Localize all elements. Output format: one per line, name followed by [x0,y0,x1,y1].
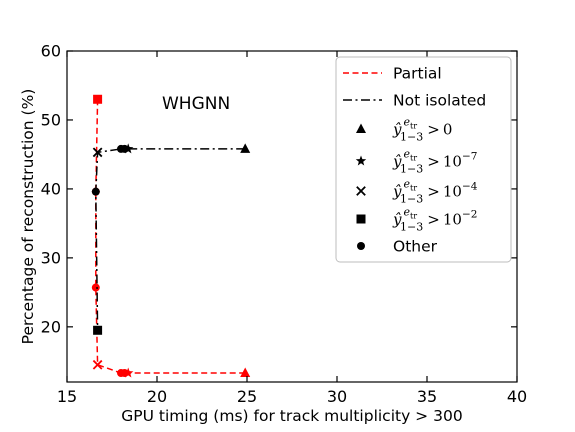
x-tick-label: 35 [417,387,437,406]
legend-entry: ŷ etr 1−3 >0 [356,116,452,144]
legend-label: ŷ etr 1−3 >10−2 [392,206,477,234]
legend-label: ŷ etr 1−3 >10−4 [392,178,478,206]
y-axis-label: Percentage of reconstruction (%) [19,89,37,345]
y-tick-label: 50 [41,110,61,129]
plot-frame [66,50,518,383]
legend-entry: ŷ etr 1−3 >10−7 [355,148,477,176]
legend-entry: Not isolated [343,92,486,110]
legend-label: Partial [393,65,442,83]
x-tick-label: 20 [147,387,167,406]
data-point-square [93,94,103,104]
data-point-circle [91,187,100,196]
legend-label: ŷ etr 1−3 >10−7 [392,148,477,176]
series-line [95,99,246,374]
y-tick-label: 30 [41,248,61,267]
x-axis-label: GPU timing (ms) for track multiplicity >… [121,407,462,425]
legend: Partial Not isolated ŷ etr 1−3 >0 ŷ etr 1−3 >10−7… [335,56,512,263]
legend-entry: ŷ etr 1−3 >10−4 [356,178,478,206]
x-tick-label: 40 [507,387,527,406]
x-tick-label: 30 [327,387,347,406]
axes: 15 20 25 30 35 40 20 30 40 50 60 [41,42,528,407]
series-line [95,148,246,331]
legend-marker-triangle [356,123,366,133]
x-tick-label: 15 [57,387,77,406]
legend-label: Not isolated [393,92,486,110]
legend-marker-star [355,155,367,166]
legend-marker-circle [357,242,365,250]
series-not-isolated [91,143,251,335]
data-point-triangle [240,143,251,153]
legend-label: Other [393,238,438,256]
data-point-x [92,359,103,370]
legend-label: ŷ etr 1−3 >0 [392,116,452,144]
series-partial [91,94,251,378]
legend-marker-x [356,186,366,196]
legend-box [335,56,512,263]
chart-annotation: WHGNN [162,94,230,114]
data-point-square [93,325,103,335]
legend-marker-square [356,214,366,224]
data-point-circle [91,283,100,292]
y-tick-label: 60 [41,42,61,61]
y-tick-label: 20 [41,317,61,336]
data-point-circle [117,144,125,153]
y-tick-label: 40 [41,179,61,198]
data-point-triangle [240,367,251,378]
legend-entry: ŷ etr 1−3 >10−2 [356,206,477,234]
x-tick-label: 25 [237,387,257,406]
legend-entry: Other [357,238,438,256]
plot-area [91,94,251,378]
legend-entry: Partial [343,65,442,83]
data-point-x [92,147,103,158]
data-point-circle [117,369,125,378]
